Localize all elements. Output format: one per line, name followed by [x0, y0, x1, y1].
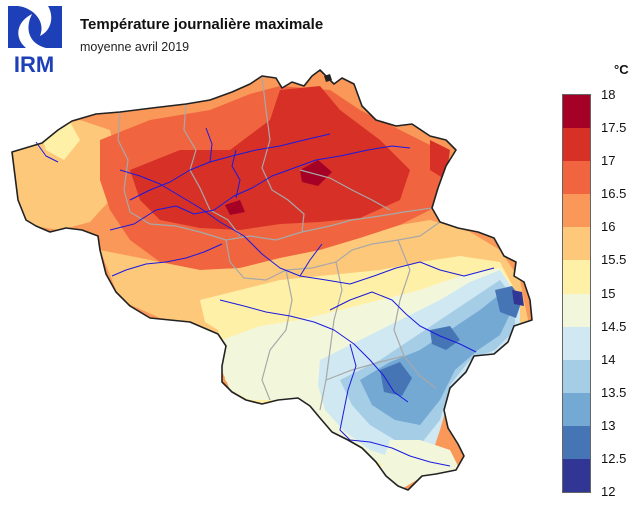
irm-logo: IRM: [8, 6, 62, 76]
legend-swatch: [563, 95, 590, 129]
legend-swatch: [563, 260, 590, 294]
legend-tick-label: 13: [601, 417, 616, 433]
legend-tick-label: 18: [601, 87, 616, 102]
legend-swatch: [563, 293, 590, 328]
color-legend: [562, 94, 591, 493]
legend-tick-label: 13.5: [601, 384, 627, 400]
legend-tick-label: 17.5: [601, 120, 627, 136]
legend-swatch: [563, 194, 590, 228]
legend-tick-label: 12: [601, 484, 616, 499]
legend-swatch: [563, 326, 590, 361]
legend-tick-label: 15: [601, 285, 616, 301]
logo-swoosh-icon: [8, 6, 62, 48]
rivers: [35, 127, 495, 467]
legend-tick-label: 14: [601, 351, 616, 367]
legend-swatch: [563, 227, 590, 261]
legend-swatch: [563, 128, 590, 162]
legend-swatch: [563, 425, 590, 460]
belgium-outline: [11, 69, 533, 491]
logo-text: IRM: [14, 52, 54, 76]
map-title: Température journalière maximale: [80, 16, 324, 33]
legend-tick-label: 15.5: [601, 252, 627, 268]
legend-tick-label: 14.5: [601, 318, 627, 334]
map-subtitle: moyenne avril 2019: [80, 40, 190, 54]
legend-swatch: [563, 458, 590, 493]
legend-tick-label: 16: [601, 219, 616, 235]
baarle-enclave: [324, 74, 332, 82]
temperature-field: [12, 70, 532, 490]
legend-tick-label: 16.5: [601, 186, 627, 202]
legend-swatch: [563, 359, 590, 394]
legend-tick-label: 17: [601, 153, 616, 169]
legend-swatch: [563, 161, 590, 195]
legend-unit: °C: [614, 62, 629, 77]
legend-swatch: [563, 392, 590, 427]
legend-tick-label: 12.5: [601, 450, 627, 466]
